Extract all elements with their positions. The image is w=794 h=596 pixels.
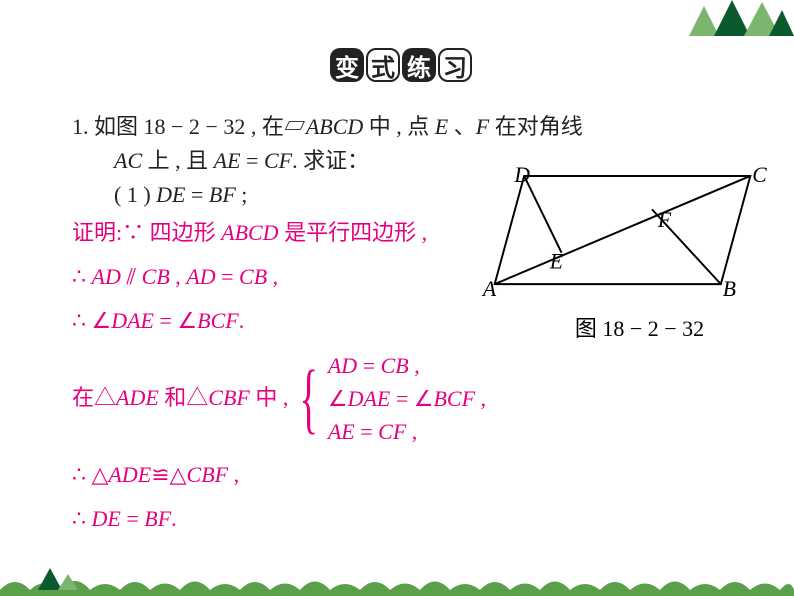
title-char-3: 练 (402, 48, 436, 82)
geometry-diagram: A B C D E F 图 18 − 2 − 32 (475, 165, 770, 343)
label-F: F (657, 208, 672, 232)
left-brace-icon: { (300, 363, 319, 433)
proof-step-4: ∴ DE = BF. (72, 502, 732, 536)
proof-step-3: ∴ △ADE≌△CBF , (72, 458, 732, 492)
title-char-4: 习 (438, 48, 472, 82)
decor-bottom (0, 568, 794, 596)
title-char-2: 式 (366, 48, 400, 82)
diagram-caption: 图 18 − 2 − 32 (475, 311, 770, 343)
title-char-1: 变 (330, 48, 364, 82)
proof-sys-3: AE = CF , (328, 415, 486, 448)
label-C: C (752, 165, 767, 187)
section-title: 变 式 练 习 (330, 48, 472, 82)
proof-system: 在△ADE 和△CBF 中 , { AD = CB , ∠DAE = ∠BCF … (72, 349, 732, 448)
label-A: A (481, 277, 497, 300)
problem-line-1: 1. 如图 18 − 2 − 32 , 在▱ABCD 中 , 点 E 、F 在对… (72, 110, 732, 144)
label-D: D (513, 165, 530, 187)
proof-sys-2: ∠DAE = ∠BCF , (328, 382, 486, 415)
label-B: B (723, 277, 736, 300)
label-E: E (549, 249, 563, 273)
proof-system-prefix: 在△ADE 和△CBF 中 , (72, 381, 288, 415)
diagram-svg: A B C D E F (475, 165, 770, 300)
proof-sys-1: AD = CB , (328, 349, 486, 382)
proof-system-items: AD = CB , ∠DAE = ∠BCF , AE = CF , (328, 349, 486, 448)
decor-top-trees (674, 0, 794, 36)
